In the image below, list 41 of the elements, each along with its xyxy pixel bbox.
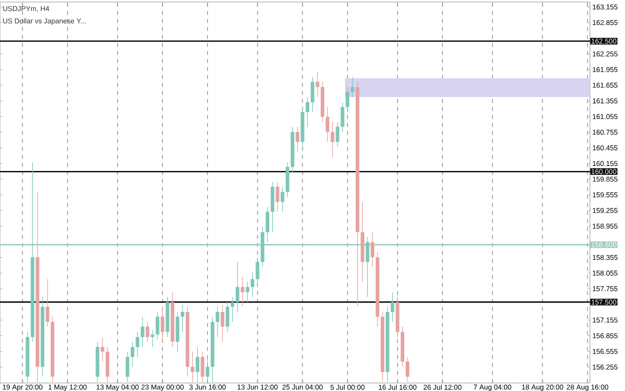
candlestick bbox=[406, 356, 410, 382]
candlestick bbox=[230, 296, 234, 322]
candlestick bbox=[216, 306, 220, 338]
candlestick bbox=[280, 186, 284, 212]
candlestick bbox=[156, 312, 160, 340]
candlestick bbox=[226, 302, 230, 332]
candlestick bbox=[370, 232, 374, 268]
candlestick bbox=[340, 102, 344, 132]
candlestick bbox=[136, 332, 140, 358]
candlestick bbox=[46, 278, 50, 327]
candlestick bbox=[366, 236, 370, 298]
candlestick bbox=[220, 304, 224, 342]
candlestick bbox=[146, 322, 150, 342]
candlestick bbox=[310, 76, 314, 112]
candlestick bbox=[306, 96, 310, 128]
candlestick bbox=[140, 316, 144, 348]
candlestick bbox=[206, 356, 210, 382]
candlestick bbox=[180, 304, 184, 332]
candlestick bbox=[100, 336, 104, 362]
candlestick bbox=[336, 122, 340, 148]
candlestick bbox=[246, 281, 250, 302]
candlestick bbox=[196, 346, 200, 382]
candlestick bbox=[350, 76, 354, 98]
candlestick bbox=[296, 126, 300, 152]
candlestick bbox=[240, 276, 244, 308]
candlestick bbox=[130, 341, 134, 368]
candlestick bbox=[276, 182, 280, 212]
candlestick bbox=[346, 86, 350, 112]
candlestick bbox=[236, 262, 240, 312]
candlestick bbox=[160, 306, 164, 342]
candlestick bbox=[126, 351, 130, 382]
candlestick bbox=[190, 351, 194, 382]
candlestick bbox=[316, 72, 320, 98]
candlestick bbox=[250, 271, 254, 298]
candlestick bbox=[150, 329, 154, 348]
candlestick bbox=[266, 206, 270, 242]
candlestick bbox=[200, 351, 204, 382]
candlestick bbox=[330, 122, 334, 158]
candlestick bbox=[256, 256, 260, 288]
candlestick bbox=[390, 292, 394, 322]
candlestick bbox=[326, 106, 330, 142]
